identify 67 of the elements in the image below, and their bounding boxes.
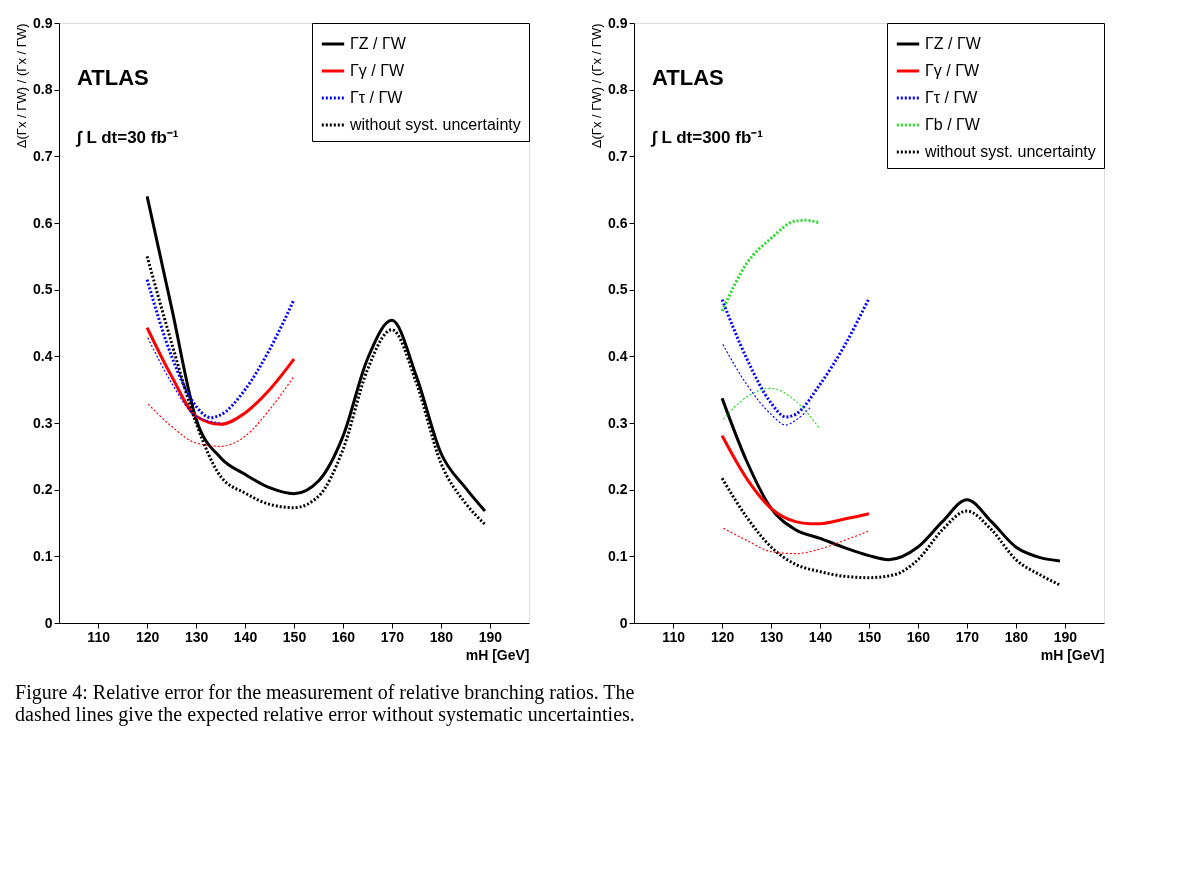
x-tick-label: 130 [184, 628, 209, 645]
line-series [721, 342, 811, 426]
x-tick-label: 190 [1053, 628, 1078, 645]
y-tick-label: 0.6 [608, 214, 628, 231]
y-tick-label: 0.8 [33, 81, 53, 98]
y-tick-label: 0.3 [33, 414, 53, 431]
annotation: ∫ L dt=30 fb⁻¹ [75, 128, 179, 147]
y-tick-label: 0.1 [33, 547, 53, 564]
y-tick-label: 0.2 [608, 481, 628, 498]
caption: Figure 4: Relative error for the measurement of relative branching ratios. The dashed lines give the expected relative error without systematic uncertainties. [15, 680, 635, 726]
line-series [721, 387, 821, 430]
x-axis-title: mH [GeV] [465, 646, 530, 663]
line-series [720, 296, 871, 419]
line-series [720, 218, 822, 313]
legend-label: without syst. uncertainty [924, 143, 1096, 160]
y-tick-label: 0.4 [33, 347, 53, 364]
line-series [720, 396, 1062, 563]
y-tick-label: 0.5 [33, 281, 53, 298]
line-series [720, 434, 871, 526]
legend-label: Γγ / ΓW [350, 62, 405, 79]
x-tick-label: 160 [906, 628, 931, 645]
legend-label: Γγ / ΓW [925, 62, 980, 79]
x-tick-label: 140 [808, 628, 833, 645]
annotation: ATLAS [652, 65, 724, 90]
y-axis-title: Δ(Γx / ΓW) / (Γx / ΓW) [589, 23, 605, 149]
legend-label: Γb / ΓW [925, 116, 981, 133]
y-tick-label: 0.7 [33, 147, 53, 164]
line-series [721, 527, 870, 555]
y-tick-label: 0.1 [608, 547, 628, 564]
x-tick-label: 120 [135, 628, 160, 645]
x-tick-label: 180 [429, 628, 454, 645]
y-tick-label: 0.9 [608, 14, 628, 31]
line-series [720, 476, 1062, 587]
x-tick-label: 150 [282, 628, 307, 645]
x-tick-label: 180 [1004, 628, 1029, 645]
x-tick-label: 150 [857, 628, 882, 645]
x-tick-label: 130 [759, 628, 784, 645]
x-tick-label: 120 [710, 628, 735, 645]
y-tick-label: 0.7 [608, 147, 628, 164]
x-tick-label: 140 [233, 628, 258, 645]
annotation: ∫ L dt=300 fb⁻¹ [650, 128, 764, 147]
legend-label: Γτ / ΓW [925, 89, 979, 106]
y-tick-label: 0.9 [33, 14, 53, 31]
y-tick-label: 0.4 [608, 347, 628, 364]
line-series [146, 375, 295, 447]
y-tick-label: 0.8 [608, 81, 628, 98]
x-tick-label: 160 [331, 628, 356, 645]
x-tick-label: 170 [380, 628, 405, 645]
y-axis-title: Δ(Γx / ΓW) / (Γx / ΓW) [14, 23, 30, 149]
line-series [145, 326, 296, 426]
annotation: ATLAS [77, 65, 149, 90]
y-tick-label: 0 [619, 614, 628, 631]
legend-label: Γτ / ΓW [350, 89, 404, 106]
line-series [145, 278, 296, 420]
x-tick-label: 110 [662, 628, 686, 645]
legend-label: ΓZ / ΓW [350, 35, 407, 52]
y-tick-label: 0.3 [608, 414, 628, 431]
y-tick-label: 0 [44, 614, 53, 631]
y-tick-label: 0.2 [33, 481, 53, 498]
x-tick-label: 110 [87, 628, 111, 645]
x-tick-label: 170 [955, 628, 980, 645]
legend-label: without syst. uncertainty [349, 116, 521, 133]
x-tick-label: 190 [478, 628, 503, 645]
x-axis-title: mH [GeV] [1040, 646, 1105, 663]
y-tick-label: 0.5 [608, 281, 628, 298]
y-tick-label: 0.6 [33, 214, 53, 231]
legend-label: ΓZ / ΓW [925, 35, 982, 52]
